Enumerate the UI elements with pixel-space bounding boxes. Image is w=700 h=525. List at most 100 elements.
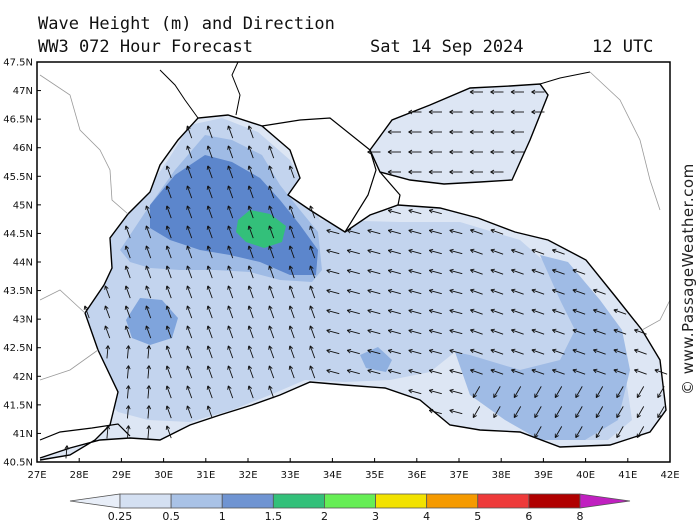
direction-arrow-head [165, 405, 168, 410]
direction-arrow-head [289, 225, 294, 229]
direction-arrow-head [490, 308, 495, 311]
direction-arrow-head [367, 309, 371, 314]
direction-arrow [575, 406, 583, 418]
direction-arrow-head [572, 269, 576, 274]
direction-arrow-head [346, 229, 351, 234]
direction-arrow-head [555, 435, 559, 439]
direction-arrow [227, 365, 234, 379]
direction-arrow [207, 145, 213, 159]
direction-arrow [513, 386, 522, 398]
direction-arrow-head [387, 309, 392, 314]
direction-arrow-head [408, 169, 413, 173]
direction-arrow-head [490, 229, 494, 234]
direction-arrow-head [125, 385, 129, 390]
direction-arrow-head [347, 288, 352, 291]
direction-arrow-head [408, 369, 412, 374]
direction-arrow-head [186, 225, 188, 230]
direction-arrow [268, 185, 275, 199]
direction-arrow [593, 289, 606, 295]
direction-arrow-head [186, 285, 188, 290]
direction-arrow-head [490, 289, 494, 294]
direction-arrow-head [449, 328, 454, 331]
direction-arrow [268, 145, 275, 159]
direction-arrow-head [227, 165, 232, 169]
direction-arrow [186, 245, 193, 259]
direction-arrow-head [408, 308, 413, 311]
direction-arrow [166, 425, 172, 439]
direction-arrow-head [346, 369, 351, 374]
direction-arrow [429, 329, 442, 335]
direction-arrow-head [490, 268, 495, 271]
direction-arrow-head [309, 225, 314, 229]
direction-arrow-head [388, 228, 393, 231]
direction-arrow-head [186, 285, 191, 289]
direction-arrow [207, 225, 213, 239]
direction-arrow-head [207, 245, 212, 249]
direction-arrow-head [470, 368, 475, 371]
direction-arrow [147, 425, 150, 439]
direction-arrow-head [511, 268, 516, 271]
direction-arrow-head [165, 285, 168, 290]
direction-arrow [248, 165, 254, 179]
direction-arrow-head [128, 385, 131, 390]
direction-arrow-head [511, 349, 515, 354]
direction-arrow-head [408, 209, 412, 214]
direction-arrow [388, 269, 401, 275]
direction-arrow-head [449, 329, 453, 334]
border-line-3 [39, 349, 99, 381]
direction-arrow-head [248, 205, 253, 209]
direction-arrow [227, 145, 234, 159]
direction-arrow-head [145, 245, 150, 249]
direction-arrow-head [572, 289, 576, 294]
direction-arrow-head [429, 328, 434, 331]
direction-arrow-head [268, 225, 273, 229]
direction-arrow-head [125, 365, 129, 370]
direction-arrow-head [206, 185, 209, 190]
direction-arrow-head [166, 205, 171, 209]
direction-arrow-head [207, 185, 212, 189]
direction-arrow [490, 269, 504, 275]
direction-arrow-head [490, 109, 495, 113]
direction-arrow-head [186, 385, 188, 390]
direction-arrow-head [469, 151, 474, 155]
direction-arrow [408, 309, 422, 315]
direction-arrow [186, 365, 193, 379]
direction-arrow [268, 365, 275, 379]
direction-arrow-head [227, 365, 232, 369]
direction-arrow-head [408, 248, 413, 251]
lat-label: 46N [13, 143, 33, 154]
direction-arrow-head [613, 369, 617, 374]
direction-arrow-head [145, 225, 150, 229]
direction-arrow-head [288, 245, 291, 250]
chart-title: Wave Height (m) and Direction [38, 14, 335, 34]
direction-arrow-head [654, 368, 659, 371]
direction-arrow-head [511, 308, 516, 311]
direction-arrow [289, 245, 295, 259]
direction-arrow [186, 325, 193, 339]
direction-arrow-head [186, 365, 188, 370]
lon-label: 36E [407, 470, 426, 481]
direction-arrow-head [449, 229, 453, 234]
direction-arrow [268, 205, 275, 219]
direction-arrow-head [449, 349, 453, 354]
direction-arrow [429, 369, 442, 375]
direction-arrow-head [387, 249, 392, 254]
direction-arrow-head [326, 228, 331, 231]
lat-label: 42N [13, 372, 33, 383]
direction-arrow-head [268, 365, 273, 369]
direction-arrow-head [408, 111, 413, 115]
direction-arrow [367, 229, 381, 235]
direction-arrow-head [248, 165, 253, 169]
direction-arrow [449, 389, 463, 395]
direction-arrow [207, 345, 213, 359]
lat-label: 41.5N [3, 400, 33, 411]
direction-arrow-head [104, 285, 109, 289]
direction-arrow-head [555, 395, 559, 399]
direction-arrow-head [145, 285, 147, 290]
legend-label: 3 [372, 510, 379, 523]
direction-arrow [554, 406, 563, 418]
direction-arrow-head [268, 325, 270, 330]
direction-arrow-head [268, 205, 270, 210]
legend-swatch [170, 493, 223, 509]
